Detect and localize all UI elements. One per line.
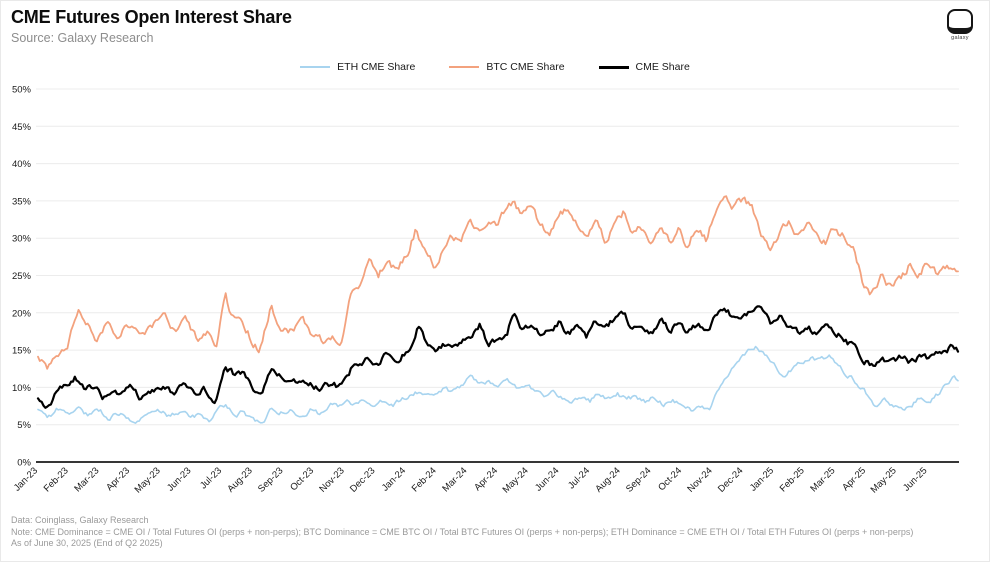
x-tick-label: Mar-25 [808,465,837,494]
legend-label: BTC CME Share [486,61,565,73]
galaxy-logo-icon [947,9,973,34]
legend-label: CME Share [635,61,690,73]
x-tick-label: Jan-25 [748,465,776,493]
footnote-data-source: Data: Coinglass, Galaxy Research [11,515,149,525]
x-tick-label: Mar-24 [440,465,469,494]
x-tick-label: Mar-23 [72,465,101,494]
x-tick-label: Nov-24 [685,465,714,494]
x-tick-label: Oct-24 [656,465,684,493]
y-tick-label: 40% [12,159,32,170]
y-tick-label: 15% [12,346,32,357]
x-tick-label: Feb-25 [778,465,807,494]
chart-legend: ETH CME Share BTC CME Share CME Share [1,61,989,73]
x-tick-label: Oct-23 [288,465,316,493]
y-tick-label: 45% [12,122,32,133]
x-tick-label: Jul-23 [198,465,224,491]
x-tick-label: Nov-23 [317,465,346,494]
galaxy-logo-word: galaxy [951,35,969,41]
x-tick-label: Jun-23 [165,465,193,493]
x-tick-label: Sep-24 [624,465,653,494]
footnote-as-of-date: As of June 30, 2025 (End of Q2 2025) [11,538,163,548]
x-tick-label: May-25 [869,465,899,495]
legend-label: ETH CME Share [337,61,416,73]
x-tick-label: Feb-24 [410,465,439,494]
chart-source-subtitle: Source: Galaxy Research [11,31,154,45]
legend-item: CME Share [598,61,690,73]
legend-item: ETH CME Share [300,61,415,73]
legend-swatch [449,66,480,68]
chart-footnotes: Data: Coinglass, Galaxy Research Note: C… [11,515,981,550]
y-tick-label: 25% [12,271,32,282]
legend-item: BTC CME Share [449,61,565,73]
y-tick-label: 30% [12,234,32,245]
legend-swatch [598,65,629,69]
x-tick-label: Aug-23 [225,465,254,494]
x-tick-label: Apr-23 [104,465,132,493]
x-tick-label: Apr-24 [472,465,500,493]
series-line-btc-cme-share [37,195,959,370]
series-line-eth-cme-share [37,345,959,424]
y-tick-label: 50% [12,85,32,96]
x-tick-label: Jul-24 [566,465,592,491]
x-tick-label: Apr-25 [840,465,868,493]
x-tick-label: Jun-25 [901,465,929,493]
y-tick-label: 10% [12,383,32,394]
legend-swatch [300,66,331,68]
x-tick-label: Dec-24 [716,465,745,494]
y-tick-label: 0% [17,458,31,469]
x-tick-label: Feb-23 [42,465,71,494]
x-tick-label: Dec-23 [348,465,377,494]
x-tick-label: Sep-23 [256,465,285,494]
x-tick-label: Jan-23 [12,465,40,493]
series-line-cme-share [36,305,960,409]
x-tick-label: Jan-24 [380,465,408,493]
x-tick-label: Aug-24 [593,465,622,494]
y-tick-label: 5% [17,420,31,431]
y-tick-label: 35% [12,196,32,207]
x-tick-label: Jun-24 [533,465,561,493]
footnote-methodology: Note: CME Dominance = CME OI / Total Fut… [11,526,914,537]
y-tick-label: 20% [12,308,32,319]
page-title: CME Futures Open Interest Share [11,7,292,27]
x-tick-label: May-23 [133,465,163,495]
x-tick-label: May-24 [501,465,531,495]
galaxy-logo: galaxy [943,9,977,41]
